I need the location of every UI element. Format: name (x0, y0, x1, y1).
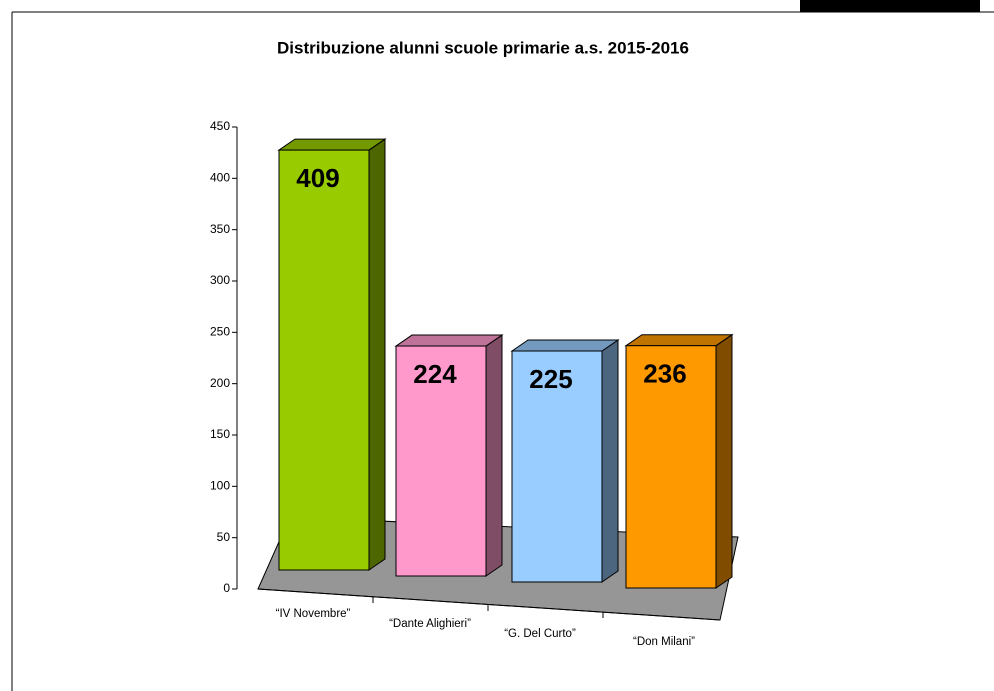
bar (625, 345, 717, 589)
bar-top (510, 339, 620, 352)
x-tick-label: “Dante Alighieri” (389, 618, 471, 630)
x-tick-label: “Don Milani” (633, 636, 695, 648)
x-axis (257, 588, 721, 621)
y-tick-label: 50 (217, 530, 231, 544)
y-tick-label: 100 (210, 479, 230, 493)
y-tick-label: 250 (210, 325, 230, 339)
data-label: 224 (413, 359, 457, 389)
bar-side (368, 138, 386, 571)
bar (395, 345, 487, 577)
data-label: 236 (643, 359, 686, 389)
bar-top (394, 334, 504, 347)
y-tick-label: 300 (210, 273, 230, 287)
x-tick-label: “IV Novembre” (275, 608, 351, 620)
y-tick-label: 350 (210, 222, 230, 236)
chart-title: Distribuzione alunni scuole primarie a.s… (277, 38, 689, 57)
bar-side (601, 339, 619, 583)
bar (511, 350, 603, 583)
bar-top (277, 138, 387, 151)
bar-side (485, 334, 503, 577)
bar (278, 149, 370, 571)
x-tick-label: “G. Del Curto” (504, 628, 576, 640)
y-tick-label: 200 (210, 376, 230, 390)
y-tick-label: 400 (210, 171, 230, 185)
y-tick-label: 0 (223, 581, 230, 595)
bar-side (715, 333, 733, 589)
top-bar (800, 0, 980, 12)
data-label: 225 (529, 364, 572, 394)
x-ticks (372, 597, 604, 618)
y-tick-label: 150 (210, 427, 230, 441)
bar-top (624, 334, 734, 347)
y-tick-label: 450 (210, 119, 230, 133)
data-label: 409 (296, 163, 339, 193)
